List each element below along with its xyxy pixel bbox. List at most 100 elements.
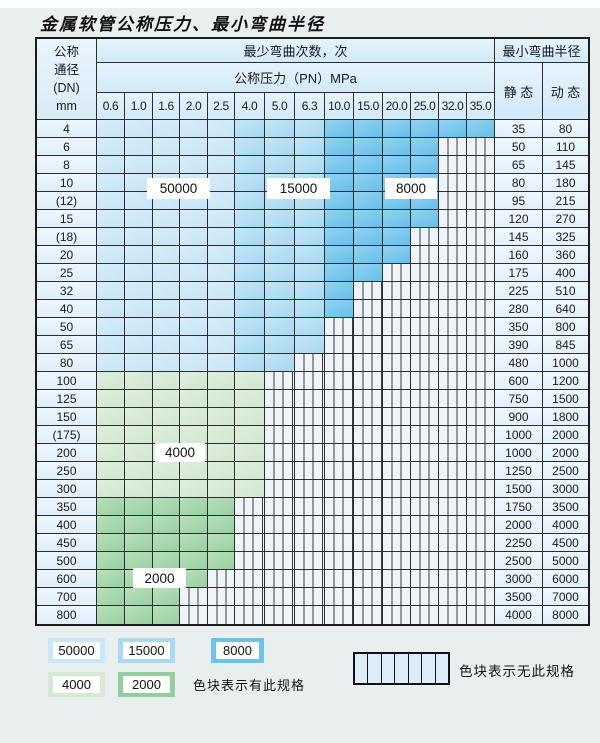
pressure-cell: [235, 444, 265, 462]
dynamic-cell: 4000: [543, 516, 588, 534]
pressure-cell: [295, 480, 325, 498]
pressure-cell: [97, 426, 125, 444]
pressure-cell: [265, 408, 295, 426]
corner-header-line: 公称: [53, 44, 79, 59]
pressure-cell: [325, 480, 354, 498]
dn-cell: 40: [37, 300, 97, 318]
pressure-cell: [208, 588, 235, 606]
pressure-cell: [97, 372, 125, 390]
pressure-cell: [325, 318, 354, 336]
pressure-cell: [411, 516, 439, 534]
pressure-cell: [439, 552, 467, 570]
pressure-cell: [325, 228, 354, 246]
pressure-cell: [265, 516, 295, 534]
static-cell: 3500: [495, 588, 543, 606]
dn-cell: 8: [37, 156, 97, 174]
pressure-cell: [411, 246, 439, 264]
pressure-cell: [411, 228, 439, 246]
pressure-cell: [439, 534, 467, 552]
pressure-cell: [125, 210, 153, 228]
pressure-cell: [439, 336, 467, 354]
pressure-cell: [235, 120, 265, 138]
pressure-cell: [265, 534, 295, 552]
pressure-cell: [411, 408, 439, 426]
pressure-cell: [439, 264, 467, 282]
pressure-cell: [265, 282, 295, 300]
dynamic-cell: 2000: [543, 444, 588, 462]
pressure-cell: [235, 588, 265, 606]
pressure-cell: [439, 156, 467, 174]
pressure-cell: [325, 390, 354, 408]
pressure-cell: [325, 192, 354, 210]
pressure-cell: [439, 282, 467, 300]
legend-swatch-label: 8000: [216, 642, 259, 659]
legend-swatch-4000: 4000: [48, 672, 105, 697]
pressure-cell: [439, 588, 467, 606]
pressure-cell: [265, 390, 295, 408]
pressure-cell: [265, 264, 295, 282]
pressure-cell: [265, 300, 295, 318]
pressure-cell: [153, 246, 180, 264]
pressure-cell: [354, 138, 383, 156]
pressure-cell: [235, 534, 265, 552]
dynamic-cell: 400: [543, 264, 588, 282]
pressure-cell: [265, 480, 295, 498]
pressure-cell: [208, 246, 235, 264]
pressure-cell: [208, 444, 235, 462]
pressure-cell: [125, 498, 153, 516]
pressure-cell: [208, 192, 235, 210]
pressure-cell: [439, 120, 467, 138]
static-cell: 2000: [495, 516, 543, 534]
static-cell: 160: [495, 246, 543, 264]
pressure-cell: [467, 192, 495, 210]
pressure-cell: [97, 264, 125, 282]
legend-swatch-8000: 8000: [211, 638, 264, 663]
pressure-cell: [265, 246, 295, 264]
pressure-cell: [325, 408, 354, 426]
pressure-cell: [383, 282, 411, 300]
static-cell: 1750: [495, 498, 543, 516]
pressure-cell: [125, 156, 153, 174]
pressure-cell: [467, 174, 495, 192]
pressure-cell: [125, 444, 153, 462]
pressure-cell: [153, 534, 180, 552]
pressure-cell: [97, 336, 125, 354]
pressure-cell: [208, 282, 235, 300]
pressure-cell: [325, 174, 354, 192]
dn-cell: 25: [37, 264, 97, 282]
pressure-cell: [235, 516, 265, 534]
pressure-cell: [467, 246, 495, 264]
pressure-cell: [354, 174, 383, 192]
pressure-cell: [97, 300, 125, 318]
pressure-cell: [235, 498, 265, 516]
dn-cell: 20: [37, 246, 97, 264]
pressure-cell: [295, 426, 325, 444]
pressure-col-header: 25.0: [411, 93, 439, 120]
dn-cell: 700: [37, 588, 97, 606]
pressure-cell: [235, 246, 265, 264]
dn-cell: (12): [37, 192, 97, 210]
pressure-cell: [125, 480, 153, 498]
pressure-cell: [325, 282, 354, 300]
pressure-cell: [208, 534, 235, 552]
pressure-cell: [354, 426, 383, 444]
pressure-cell: [295, 318, 325, 336]
pressure-cell: [383, 588, 411, 606]
pressure-cell: [235, 390, 265, 408]
pressure-cell: [383, 426, 411, 444]
dn-cell: 450: [37, 534, 97, 552]
pressure-cell: [180, 354, 208, 372]
pressure-cell: [467, 588, 495, 606]
pressure-cell: [265, 156, 295, 174]
pressure-cell: [153, 408, 180, 426]
pressure-cell: [97, 498, 125, 516]
pressure-cell: [265, 444, 295, 462]
pressure-cell: [383, 570, 411, 588]
pressure-cell: [467, 444, 495, 462]
pressure-cell: [265, 588, 295, 606]
static-cell: 1500: [495, 480, 543, 498]
pressure-cell: [439, 246, 467, 264]
pressure-cell: [208, 390, 235, 408]
pressure-cell: [180, 534, 208, 552]
dynamic-cell: 110: [543, 138, 588, 156]
